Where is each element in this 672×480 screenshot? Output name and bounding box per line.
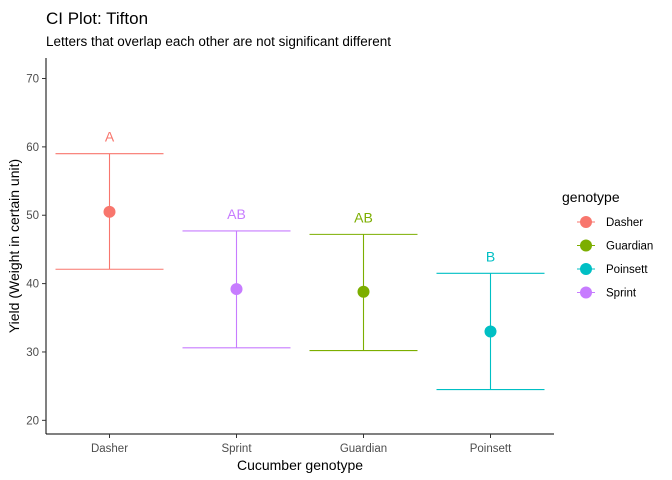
legend-title: genotype: [562, 189, 620, 205]
legend-label: Guardian: [606, 241, 653, 253]
legend-label: Poinsett: [606, 264, 648, 276]
y-tick-label: 40: [26, 279, 39, 291]
legend-entry: Guardian: [577, 239, 653, 253]
ci-series-poinsett: B: [436, 248, 545, 391]
mean-point: [103, 205, 116, 218]
x-tick-label: Guardian: [340, 443, 387, 455]
significance-letter: AB: [227, 206, 246, 222]
mean-point: [357, 285, 370, 298]
legend: genotype Dasher Guardian Poinsett Sprint: [562, 189, 653, 300]
legend-label: Sprint: [606, 288, 637, 300]
x-tick-label: Poinsett: [470, 443, 512, 455]
y-tick-label: 60: [26, 142, 39, 154]
legend-label: Dasher: [606, 217, 643, 229]
legend-entry: Poinsett: [577, 263, 648, 276]
plot-area: A AB AB B: [55, 129, 545, 391]
mean-point: [230, 283, 243, 296]
ci-series-dasher: A: [55, 129, 164, 270]
x-axis-title: Cucumber genotype: [237, 457, 363, 473]
y-tick-label: 50: [26, 210, 39, 222]
legend-key-point: [580, 263, 592, 275]
y-axis-ticks: 20 30 40 50 60 70: [26, 74, 46, 427]
ci-series-guardian: AB: [309, 209, 418, 352]
x-axis-ticks: Dasher Sprint Guardian Poinsett: [91, 434, 512, 455]
y-tick-label: 70: [26, 74, 39, 86]
chart-subtitle: Letters that overlap each other are not …: [46, 34, 391, 49]
x-tick-label: Dasher: [91, 443, 128, 455]
y-tick-label: 30: [26, 347, 39, 359]
legend-key-point: [580, 286, 592, 299]
x-tick-label: Sprint: [221, 443, 252, 455]
significance-letter: AB: [354, 209, 373, 225]
significance-letter: A: [105, 129, 115, 145]
legend-entry: Dasher: [577, 216, 643, 229]
mean-point: [484, 325, 497, 338]
chart-title: CI Plot: Tifton: [46, 9, 148, 28]
ci-series-sprint: AB: [182, 206, 291, 349]
legend-key-point: [580, 216, 592, 228]
legend-key-point: [580, 239, 592, 252]
legend-entry: Sprint: [577, 286, 637, 300]
y-axis-title: Yield (Weight in certain unit): [6, 159, 22, 333]
significance-letter: B: [486, 248, 495, 264]
y-tick-label: 20: [26, 415, 39, 427]
